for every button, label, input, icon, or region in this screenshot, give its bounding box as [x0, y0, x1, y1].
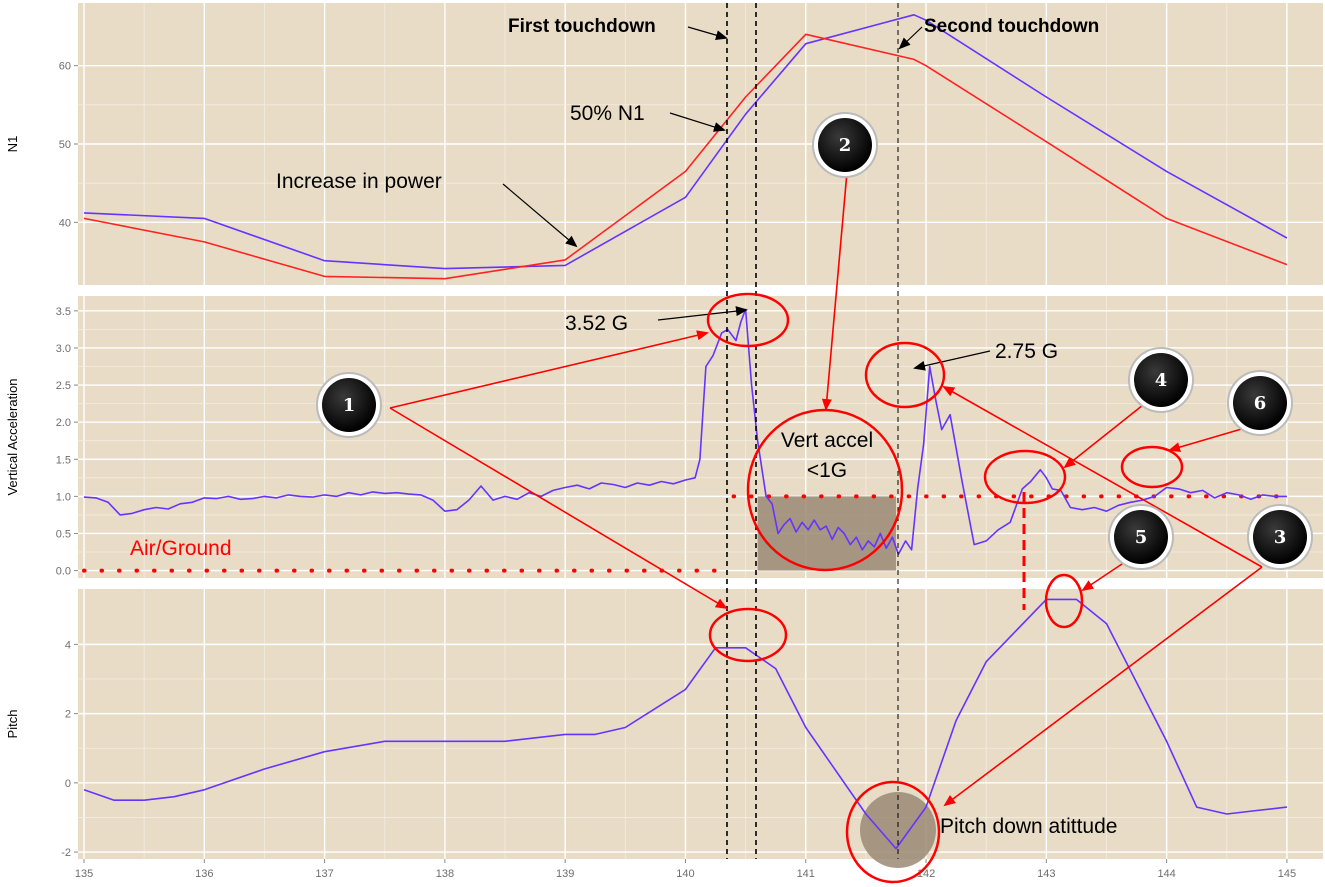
- y-tick-label: 0.5: [56, 528, 71, 540]
- y-tick-label: 0: [65, 778, 71, 790]
- series-line-0-0: [83, 14, 1288, 270]
- arrow-3a: [942, 386, 1263, 568]
- y-tick-label: 40: [59, 217, 71, 229]
- n1-50-arrow: [669, 112, 726, 132]
- arrow-2: [821, 171, 848, 411]
- x-tick-label: 145: [1278, 868, 1296, 880]
- x-tick-label: 140: [676, 868, 694, 880]
- y-axis-label: N1: [5, 136, 20, 153]
- y-tick-label: 4: [65, 639, 71, 651]
- peak-1-label: 3.52 G: [565, 312, 628, 335]
- axis-layer: 405060N10.00.51.01.52.02.53.03.5Vertical…: [5, 61, 1296, 880]
- second-touchdown-arrow: [898, 26, 923, 50]
- y-tick-label: 2.5: [56, 380, 71, 392]
- arrow-4: [1063, 404, 1144, 469]
- arrow-3b: [943, 566, 1263, 807]
- x-tick-label: 136: [195, 868, 213, 880]
- increase-power-label: Increase in power: [276, 170, 442, 193]
- badge-5-label: 5: [1135, 527, 1148, 548]
- x-tick-label: 135: [75, 868, 93, 880]
- y-tick-label: -2: [61, 847, 71, 859]
- callout-pitch-touchdown: [708, 607, 788, 663]
- reference-lines: [82, 494, 1289, 573]
- y-tick-label: 1.5: [56, 454, 71, 466]
- y-tick-label: 50: [59, 139, 71, 151]
- x-tick-label: 139: [556, 868, 574, 880]
- badge-6: 6: [1227, 370, 1293, 436]
- x-tick-label: 143: [1037, 868, 1055, 880]
- pitch-down-disc: [860, 792, 936, 868]
- sub-1g-shaded-region: [757, 496, 896, 571]
- series-line-1-0: [83, 308, 1287, 556]
- y-axis-label: Pitch: [5, 710, 20, 739]
- badge-4: 4: [1128, 347, 1194, 413]
- peak-2-label: 2.75 G: [995, 340, 1058, 363]
- y-tick-label: 3.0: [56, 343, 71, 355]
- increase-power-arrow: [502, 183, 578, 248]
- y-tick-label: 1.0: [56, 491, 71, 503]
- peak-1-arrow: [657, 306, 748, 321]
- arrow-6: [1168, 427, 1246, 452]
- pitch-down-label: Pitch down atittude: [940, 815, 1117, 838]
- series-layer: [83, 14, 1288, 850]
- x-tick-label: 137: [315, 868, 333, 880]
- badge-1: 1: [316, 372, 382, 438]
- callout-rebound: [983, 449, 1067, 505]
- arrow-1a: [389, 330, 709, 409]
- x-tick-label: 144: [1157, 868, 1175, 880]
- callout-peak-1: [706, 292, 790, 348]
- y-tick-label: 2.0: [56, 417, 71, 429]
- badge-4-label: 4: [1155, 370, 1168, 391]
- first-touchdown-arrow: [687, 26, 728, 41]
- callout-peak-2: [864, 341, 946, 409]
- badge-1-label: 1: [343, 395, 356, 416]
- callout-pitch-down: [845, 780, 941, 884]
- badge-2-label: 2: [839, 135, 852, 156]
- pitch-panel: [78, 589, 1323, 859]
- badge-2: 2: [812, 112, 878, 178]
- second-touchdown-label: Second touchdown: [924, 16, 1099, 37]
- grid-layer: [78, 3, 1323, 859]
- arrow-1b: [389, 407, 728, 610]
- n1-50-label: 50% N1: [570, 102, 645, 125]
- vert-accel-label-line1: Vert accel: [781, 429, 873, 452]
- callout-arrows: [389, 171, 1263, 807]
- badge-5: 5: [1108, 504, 1174, 570]
- vert-accel-label-line2: <1G: [807, 459, 847, 482]
- y-tick-label: 0.0: [56, 566, 71, 578]
- callout-ellipses: [706, 292, 1184, 884]
- badge-6-label: 6: [1254, 393, 1267, 414]
- arrow-5: [1081, 561, 1126, 592]
- first-touchdown-label: First touchdown: [508, 16, 656, 37]
- air-ground-label: Air/Ground: [130, 537, 232, 560]
- series-line-0-1: [83, 33, 1288, 280]
- y-axis-label: Vertical Acceleration: [5, 378, 20, 495]
- peak-2-arrow: [913, 350, 991, 371]
- badge-3: 3: [1247, 504, 1313, 570]
- callout-pitch-peak: [1044, 573, 1084, 629]
- y-tick-label: 2: [65, 709, 71, 721]
- y-tick-label: 60: [59, 61, 71, 73]
- numbered-badges: 1 2 3 4 5 6: [316, 112, 1313, 570]
- x-tick-label: 141: [797, 868, 815, 880]
- badge-3-label: 3: [1274, 527, 1287, 548]
- callout-steady: [1120, 445, 1184, 489]
- series-line-2-0: [83, 598, 1287, 850]
- y-tick-label: 3.5: [56, 306, 71, 318]
- x-tick-label: 138: [436, 868, 454, 880]
